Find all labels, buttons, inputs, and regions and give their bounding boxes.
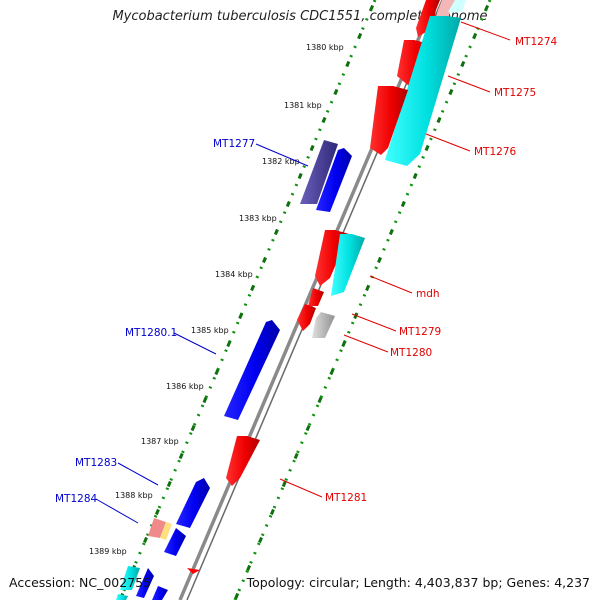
feature-cyan-bottom-2	[116, 594, 128, 600]
tick-mark-right	[317, 396, 323, 404]
tick-mark-right	[436, 116, 442, 124]
accession-text: Accession: NC_002755	[9, 575, 152, 590]
reverse-gene-labels: MT1274 MT1275 MT1276 mdh MT1279 MT1280 M…	[325, 36, 558, 504]
tick-mark-left	[226, 340, 232, 348]
scale-label-1389: 1389 kbp	[89, 547, 127, 556]
map-title: Mycobacterium tuberculosis CDC1551, comp…	[112, 9, 488, 24]
tick-mark-left	[166, 480, 172, 488]
label-mdh: mdh	[416, 288, 440, 300]
tick-mark-right	[365, 284, 371, 292]
tick-mark-right	[424, 144, 430, 152]
gene-blue-bottom	[136, 568, 154, 598]
tick-mark-left	[262, 256, 267, 264]
scale-label-1387: 1387 kbp	[141, 437, 179, 446]
tick-mark-right	[460, 60, 466, 68]
tick-mark-left	[273, 228, 279, 236]
label-MT1280: MT1280	[390, 347, 432, 359]
gene-MT1276-arrow	[370, 86, 408, 155]
tick-mark-right	[353, 312, 359, 320]
forward-strand-features	[116, 140, 352, 600]
label-MT1279: MT1279	[399, 326, 441, 338]
scale-label-1382: 1382 kbp	[262, 157, 300, 166]
tick-mark-right	[472, 32, 478, 40]
tick-mark-left	[190, 424, 196, 432]
gene-red-small	[297, 304, 316, 331]
gene-red-bottom-small	[187, 568, 200, 574]
gene-MT1280-arrow	[312, 312, 335, 338]
label-MT1280.1: MT1280.1	[125, 327, 177, 339]
gene-MT1281-arrow	[226, 436, 260, 486]
tick-mark-right	[412, 172, 418, 180]
tick-mark-left	[178, 452, 184, 460]
scale-label-1381: 1381 kbp	[284, 101, 322, 110]
tick-mark-left	[143, 536, 148, 544]
tick-mark-left	[202, 396, 208, 404]
feature-yellow-small	[160, 522, 172, 540]
scale-label-1384: 1384 kbp	[215, 270, 253, 279]
gene-MT1277-arrow	[316, 148, 352, 212]
gene-MT1274-arrow	[416, 0, 440, 37]
genome-summary-text: Topology: circular; Length: 4,403,837 bp…	[246, 575, 590, 590]
label-MT1275: MT1275	[494, 87, 536, 99]
tick-mark-right	[305, 424, 311, 432]
tick-mark-left	[297, 172, 303, 180]
label-leaders	[95, 21, 511, 524]
scale-label-1388: 1388 kbp	[115, 491, 153, 500]
tick-mark-left	[345, 60, 351, 68]
tick-mark-right	[246, 564, 252, 572]
label-MT1276: MT1276	[474, 146, 517, 158]
label-MT1274: MT1274	[515, 36, 558, 48]
tick-mark-right	[258, 536, 263, 544]
forward-gene-labels: MT1277 MT1280.1 MT1283 MT1284	[55, 138, 255, 505]
tick-mark-right	[269, 508, 275, 516]
reverse-strand-features	[187, 0, 466, 574]
tick-mark-left	[214, 368, 220, 376]
feature-cyan-top	[448, 0, 466, 12]
tick-mark-left	[309, 144, 315, 152]
label-MT1283: MT1283	[75, 457, 117, 469]
tick-mark-right	[293, 452, 299, 460]
tick-mark-left	[154, 508, 160, 516]
tick-mark-right	[388, 228, 394, 236]
tick-mark-left	[369, 4, 375, 12]
tick-mark-right	[281, 480, 287, 488]
gene-MT1279-arrow	[308, 288, 324, 306]
feature-pink-small	[148, 518, 166, 538]
gene-MT1280.1-arrow	[224, 320, 280, 420]
gene-MT1284-arrow	[164, 528, 186, 556]
label-MT1284: MT1284	[55, 493, 98, 505]
tick-mark-right	[400, 200, 406, 208]
scale-label-1385: 1385 kbp	[191, 326, 229, 335]
tick-mark-left	[333, 88, 339, 96]
scale-label-1383: 1383 kbp	[239, 214, 277, 223]
tick-mark-right	[377, 256, 382, 264]
tick-mark-right	[234, 592, 240, 600]
tick-mark-left	[238, 312, 244, 320]
gene-MT1283-arrow	[176, 478, 210, 528]
scale-label-1386: 1386 kbp	[166, 382, 204, 391]
tick-mark-left	[250, 284, 256, 292]
gene-blue-bottom-right	[152, 586, 168, 600]
scale-label-1380: 1380 kbp	[306, 43, 344, 52]
scale-labels: 1380 kbp 1381 kbp 1382 kbp 1383 kbp 1384…	[89, 43, 344, 556]
feature-cyan-bottom	[120, 566, 140, 590]
tick-mark-right	[448, 88, 454, 96]
gene-MT1277-slate	[300, 140, 338, 204]
label-MT1277: MT1277	[213, 138, 255, 150]
tick-mark-left	[357, 32, 363, 40]
tick-mark-left	[321, 116, 327, 124]
tick-mark-right	[329, 368, 335, 376]
feature-cyan-long	[385, 16, 461, 166]
tick-mark-right	[341, 340, 347, 348]
label-MT1281: MT1281	[325, 492, 367, 504]
tick-mark-left	[285, 200, 291, 208]
feature-cyan-mid	[331, 234, 365, 296]
tick-mark-right	[484, 4, 490, 12]
